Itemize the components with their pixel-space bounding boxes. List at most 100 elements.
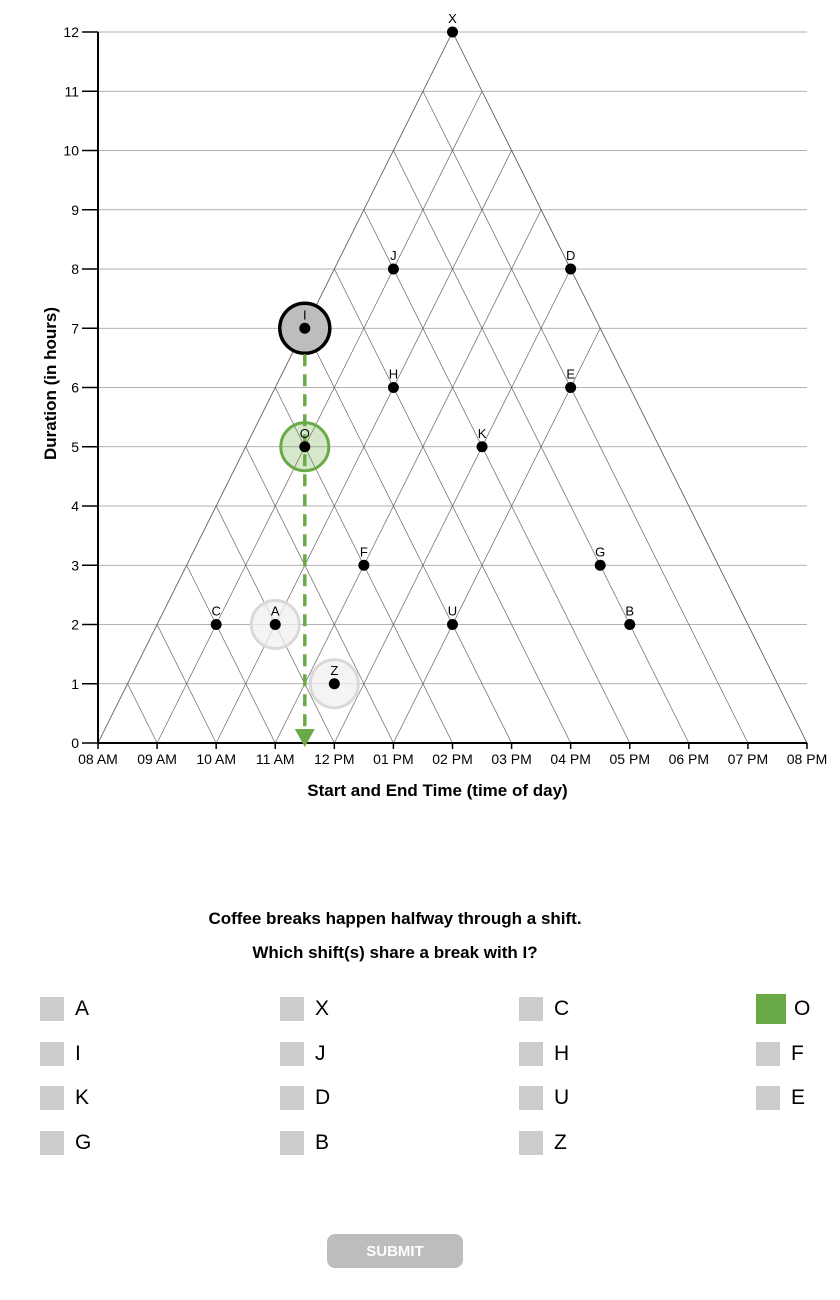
- option-checkbox-E[interactable]: [756, 1086, 780, 1110]
- option-checkbox-J[interactable]: [280, 1042, 304, 1066]
- x-tick-label: 09 AM: [137, 751, 177, 767]
- option-checkbox-D[interactable]: [280, 1086, 304, 1110]
- option-H[interactable]: H: [519, 1039, 569, 1069]
- point-Z: [328, 678, 340, 690]
- option-J[interactable]: J: [280, 1039, 326, 1069]
- y-tick-label: 4: [71, 498, 79, 514]
- gridline-diagonal: [156, 91, 483, 744]
- option-label-F: F: [791, 1042, 804, 1065]
- option-label-C: C: [554, 997, 570, 1020]
- option-A[interactable]: A: [40, 994, 89, 1024]
- gridline-diagonal: [127, 683, 158, 744]
- gridline-diagonal: [186, 565, 276, 744]
- point-K: [476, 441, 488, 453]
- option-K[interactable]: K: [40, 1083, 89, 1113]
- option-checkbox-K[interactable]: [40, 1086, 64, 1110]
- option-D[interactable]: D: [280, 1083, 330, 1113]
- y-tick-label: 1: [71, 676, 79, 692]
- gridline-diagonal: [274, 209, 542, 744]
- gridline-diagonal: [334, 268, 571, 744]
- option-checkbox-F[interactable]: [756, 1042, 780, 1066]
- option-label-I: I: [75, 1042, 81, 1065]
- option-checkbox-Z[interactable]: [519, 1131, 543, 1155]
- point-label-C: C: [211, 604, 220, 619]
- question-line-2: Which shift(s) share a break with I?: [252, 943, 538, 962]
- point-F: [358, 559, 370, 571]
- option-label-X: X: [315, 997, 330, 1020]
- point-label-X: X: [448, 11, 457, 26]
- point-D: [565, 263, 577, 275]
- option-checkbox-C[interactable]: [519, 997, 543, 1021]
- point-J: [387, 263, 399, 275]
- point-G: [594, 559, 606, 571]
- y-tick-label: 12: [63, 24, 79, 40]
- point-label-D: D: [566, 248, 575, 263]
- point-E: [565, 382, 577, 393]
- option-label-K: K: [75, 1086, 90, 1109]
- point-label-I: I: [303, 307, 307, 322]
- option-C[interactable]: C: [519, 994, 569, 1024]
- x-tick-label: 06 PM: [669, 751, 709, 767]
- point-label-U: U: [448, 604, 457, 619]
- gridline-diagonal: [245, 446, 394, 744]
- y-tick-label: 11: [64, 83, 79, 99]
- y-axis-title: Duration (in hours): [41, 307, 60, 460]
- option-E[interactable]: E: [756, 1083, 805, 1113]
- option-checkbox-X[interactable]: [280, 997, 304, 1021]
- option-O[interactable]: O: [756, 994, 810, 1024]
- y-tick-label: 7: [71, 320, 79, 336]
- gridline-diagonal: [156, 624, 217, 744]
- point-X: [447, 26, 458, 38]
- y-tick-label: 8: [71, 261, 79, 277]
- option-Z[interactable]: Z: [519, 1128, 567, 1158]
- point-A: [269, 619, 281, 630]
- point-label-B: B: [625, 604, 634, 619]
- option-F[interactable]: F: [756, 1039, 804, 1069]
- option-label-O: O: [794, 997, 811, 1020]
- point-O: [299, 441, 311, 453]
- option-label-Z: Z: [554, 1131, 567, 1154]
- option-I[interactable]: I: [40, 1039, 81, 1069]
- gridline-diagonal: [393, 328, 601, 744]
- point-I: [299, 322, 311, 334]
- option-B[interactable]: B: [280, 1128, 329, 1158]
- x-tick-label: 11 AM: [256, 751, 295, 767]
- x-tick-label: 01 PM: [373, 751, 413, 767]
- option-checkbox-G[interactable]: [40, 1131, 64, 1155]
- option-checkbox-I[interactable]: [40, 1042, 64, 1066]
- point-label-A: A: [271, 604, 280, 619]
- option-label-H: H: [554, 1042, 570, 1065]
- option-G[interactable]: G: [40, 1128, 91, 1158]
- point-label-H: H: [389, 367, 398, 382]
- drop-line-arrow: [294, 729, 315, 747]
- point-C: [210, 619, 222, 630]
- option-X[interactable]: X: [280, 994, 329, 1024]
- x-tick-label: 02 PM: [432, 751, 472, 767]
- option-label-G: G: [75, 1131, 92, 1154]
- option-checkbox-A[interactable]: [40, 997, 64, 1021]
- point-label-J: J: [390, 248, 397, 263]
- option-checkbox-B[interactable]: [280, 1131, 304, 1155]
- option-checkbox-H[interactable]: [519, 1042, 543, 1066]
- option-U[interactable]: U: [519, 1083, 569, 1113]
- x-axis-title: Start and End Time (time of day): [307, 781, 567, 800]
- point-label-F: F: [360, 544, 368, 559]
- submit-button[interactable]: SUBMIT: [327, 1234, 463, 1268]
- x-tick-label: 08 PM: [787, 751, 827, 767]
- option-checkbox-U[interactable]: [519, 1086, 543, 1110]
- y-tick-label: 5: [71, 439, 79, 455]
- point-label-Z: Z: [330, 663, 338, 678]
- option-checkbox-O[interactable]: [756, 994, 786, 1024]
- point-label-E: E: [566, 367, 575, 382]
- point-H: [387, 382, 399, 393]
- point-label-O: O: [300, 426, 310, 441]
- triangle-edge-left: [97, 31, 453, 744]
- y-tick-label: 0: [71, 735, 79, 751]
- x-tick-label: 12 PM: [314, 751, 354, 767]
- triangle-edge-right: [452, 31, 808, 744]
- question-line-1: Coffee breaks happen halfway through a s…: [208, 909, 582, 928]
- point-label-G: G: [595, 544, 605, 559]
- y-tick-label: 2: [71, 617, 79, 633]
- point-U: [447, 619, 458, 630]
